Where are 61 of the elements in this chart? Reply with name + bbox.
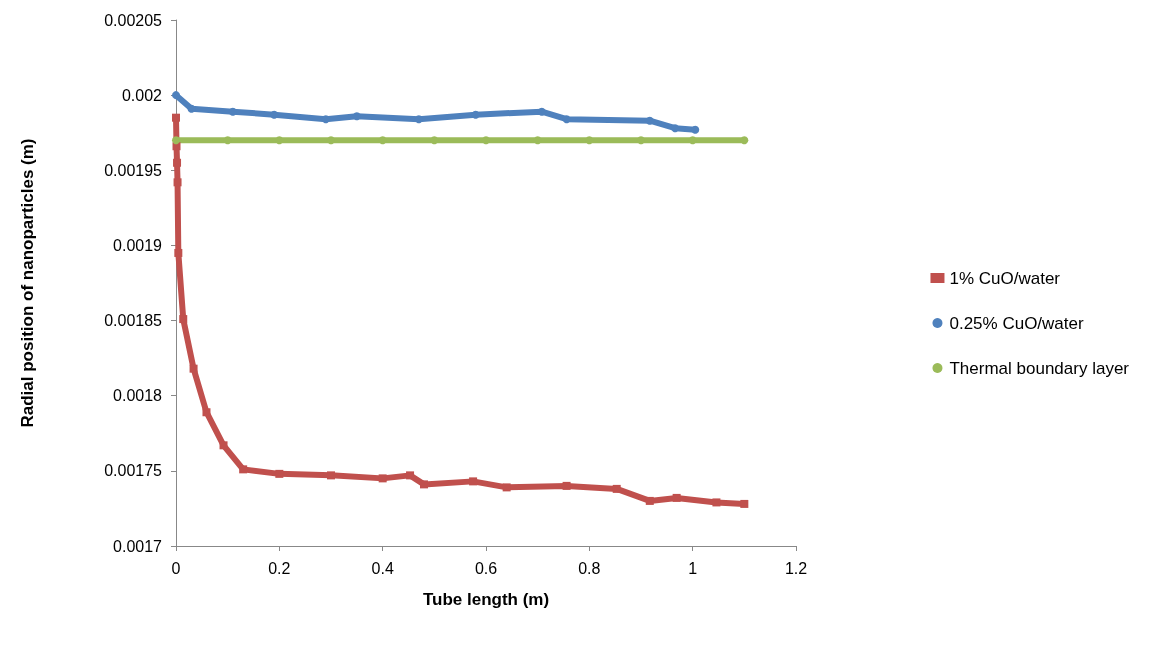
- point: [712, 498, 721, 507]
- y-tick-label: 0.00205: [104, 11, 163, 29]
- point: [469, 477, 478, 486]
- point: [378, 136, 387, 145]
- point: [502, 483, 511, 492]
- point: [482, 136, 490, 145]
- point: [174, 248, 183, 257]
- point: [671, 124, 680, 133]
- point: [672, 493, 681, 502]
- point: [223, 136, 232, 145]
- point: [562, 481, 571, 490]
- point: [172, 113, 180, 122]
- point: [740, 136, 749, 145]
- point: [562, 115, 571, 124]
- point: [378, 474, 387, 483]
- point: [585, 136, 594, 145]
- point: [275, 469, 284, 478]
- x-axis-title: Tube length (m): [422, 590, 550, 609]
- point: [239, 465, 248, 474]
- point: [202, 408, 211, 417]
- point: [645, 496, 654, 505]
- point: [327, 471, 335, 480]
- point: [173, 178, 182, 187]
- point: [189, 364, 198, 373]
- point: [219, 441, 228, 450]
- y-tick-label: 0.00185: [104, 312, 163, 330]
- point: [352, 112, 361, 121]
- point: [740, 499, 749, 508]
- y-axis-title: Radial position of nanoparticles (m): [18, 138, 37, 428]
- x-tick-label: 1: [688, 559, 698, 577]
- point: [533, 136, 542, 145]
- x-tick-label: 0.6: [474, 559, 498, 577]
- point: [172, 91, 180, 100]
- x-tick-label: 0.8: [578, 559, 601, 577]
- point: [691, 125, 700, 134]
- y-tick-label: 0.0017: [113, 537, 163, 555]
- y-tick-label: 0.00175: [104, 462, 163, 480]
- point: [275, 136, 284, 145]
- y-tick-label: 0.002: [121, 86, 163, 104]
- y-tick-label: 0.0019: [113, 236, 163, 254]
- point: [612, 484, 621, 493]
- point: [406, 471, 415, 480]
- point: [420, 480, 428, 489]
- legend-label: 1% CuO/water: [949, 268, 1061, 288]
- point: [228, 107, 237, 116]
- x-tick-label: 0.4: [371, 559, 394, 577]
- legend-label: Thermal boundary layer: [949, 358, 1130, 378]
- y-tick-label: 0.0018: [113, 387, 163, 405]
- y-tick-label: 0.00195: [104, 161, 163, 179]
- x-tick-label: 0.2: [268, 559, 291, 577]
- legend-label: 0.25% CuO/water: [949, 313, 1084, 333]
- point: [172, 136, 180, 145]
- point: [173, 158, 182, 167]
- point: [637, 136, 645, 145]
- x-tick-label: 1.2: [784, 559, 808, 577]
- point: [688, 136, 697, 145]
- point: [179, 315, 188, 324]
- x-tick-label: 0: [171, 559, 181, 577]
- point: [327, 136, 335, 145]
- point: [645, 116, 654, 125]
- point: [430, 136, 439, 145]
